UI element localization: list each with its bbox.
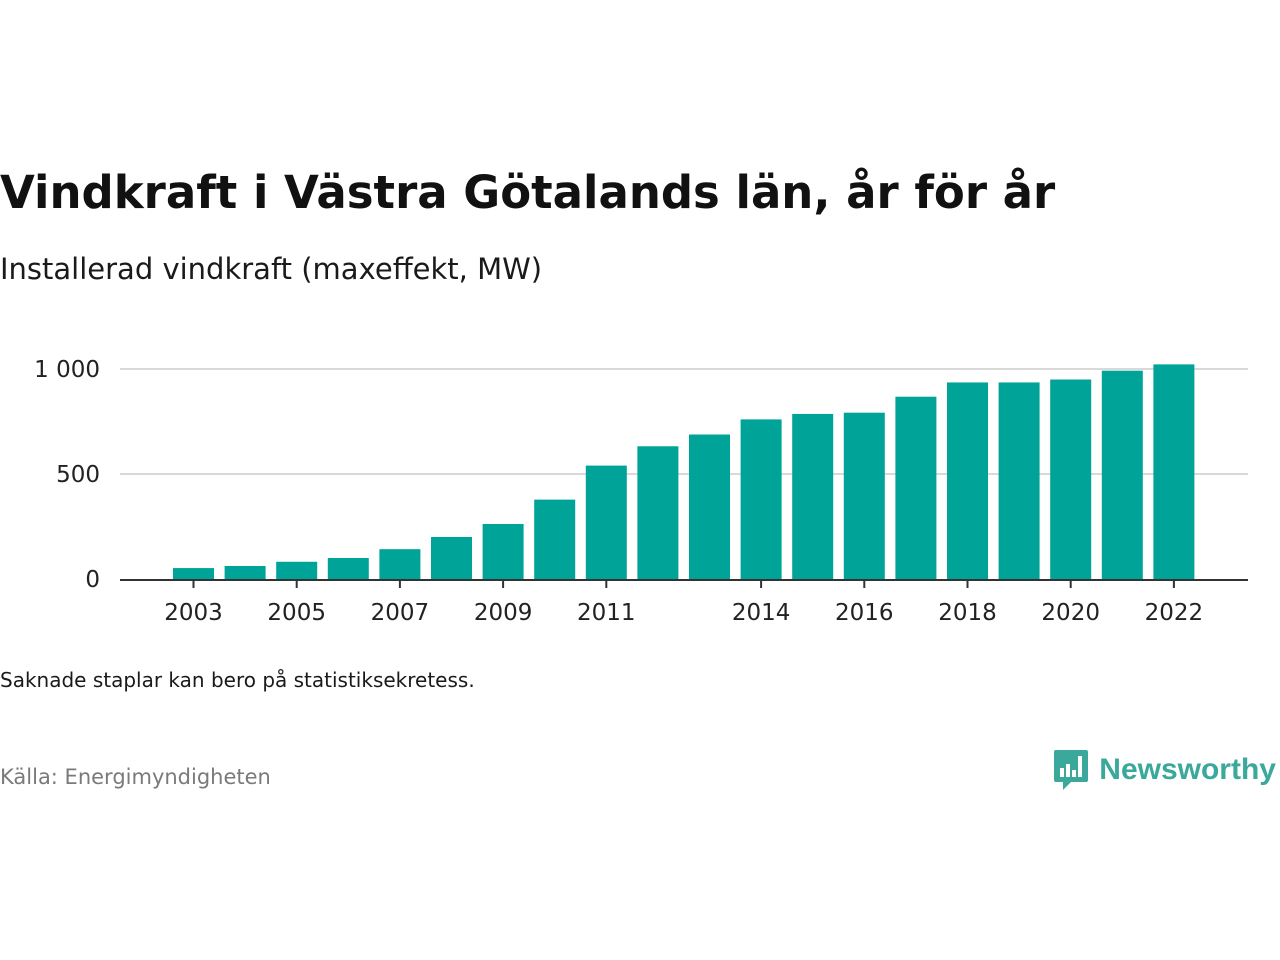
bar-2014 — [740, 419, 782, 579]
chart-title: Vindkraft i Västra Götalands län, år för… — [0, 166, 1056, 219]
bar-2010 — [534, 499, 576, 579]
bar-2008 — [431, 537, 472, 579]
x-tick-label: 2011 — [577, 600, 636, 626]
newsworthy-chart-icon — [1054, 750, 1089, 790]
brand-logo: Newsworthy — [1053, 748, 1276, 792]
bar-2003 — [173, 568, 214, 579]
brand-name: Newsworthy — [1099, 753, 1276, 786]
y-tick-label: 1 000 — [34, 357, 100, 383]
x-tick-label: 2003 — [164, 600, 223, 626]
y-tick-label: 0 — [85, 567, 100, 593]
x-tick-label: 2016 — [835, 600, 894, 626]
bar-2019 — [998, 382, 1040, 579]
bar-2013 — [689, 434, 730, 579]
x-axis — [120, 579, 1248, 588]
source-label: Källa: Energimyndigheten — [0, 765, 271, 789]
bar-2011 — [585, 465, 627, 579]
x-tick-label: 2009 — [474, 600, 533, 626]
footnote: Saknade staplar kan bero på statistiksek… — [0, 668, 475, 692]
bar-2016 — [843, 412, 885, 579]
bar-2006 — [327, 558, 369, 579]
x-tick-label: 2018 — [938, 600, 997, 626]
bars — [173, 364, 1195, 579]
bar-2015 — [792, 413, 834, 579]
bar-2012 — [637, 446, 679, 579]
y-axis-labels: 0 500 1 000 — [34, 357, 100, 593]
chart-subtitle: Installerad vindkraft (maxeffekt, MW) — [0, 252, 543, 286]
bar-2020 — [1050, 379, 1092, 579]
bar-2018 — [947, 382, 988, 579]
bar-2022 — [1153, 364, 1195, 579]
x-axis-labels: 2003 2005 2007 2009 2011 2014 2016 2018 2020 2022 — [164, 600, 1203, 626]
bar-2004 — [224, 565, 266, 579]
x-tick-label: 2007 — [371, 600, 430, 626]
x-tick-label: 2014 — [732, 600, 791, 626]
x-tick-label: 2005 — [267, 600, 326, 626]
bar-2005 — [276, 561, 318, 579]
bar-2007 — [379, 549, 421, 579]
x-tick-label: 2022 — [1145, 600, 1204, 626]
x-tick-label: 2020 — [1041, 600, 1100, 626]
bar-2009 — [482, 523, 524, 579]
bar-2021 — [1101, 370, 1143, 579]
y-tick-label: 500 — [56, 462, 100, 488]
bar-2017 — [895, 396, 937, 579]
